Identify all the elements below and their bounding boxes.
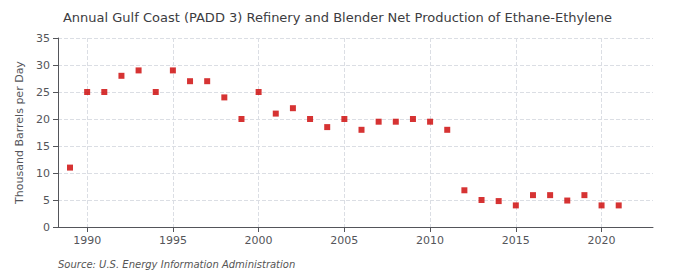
svg-text:15: 15 xyxy=(36,140,50,153)
svg-text:0: 0 xyxy=(43,221,50,234)
svg-text:30: 30 xyxy=(36,59,50,72)
svg-text:35: 35 xyxy=(36,32,50,45)
svg-text:1990: 1990 xyxy=(73,234,101,247)
svg-text:2000: 2000 xyxy=(245,234,273,247)
svg-text:2010: 2010 xyxy=(416,234,444,247)
svg-text:2005: 2005 xyxy=(330,234,358,247)
svg-text:10: 10 xyxy=(36,167,50,180)
svg-text:20: 20 xyxy=(36,113,50,126)
svg-text:25: 25 xyxy=(36,86,50,99)
svg-text:Source: U.S. Energy Informatio: Source: U.S. Energy Information Administ… xyxy=(58,259,295,270)
svg-text:2020: 2020 xyxy=(588,234,616,247)
svg-text:5: 5 xyxy=(43,194,50,207)
svg-text:1995: 1995 xyxy=(159,234,187,247)
svg-text:2015: 2015 xyxy=(502,234,530,247)
svg-text:Thousand Barrels per Day: Thousand Barrels per Day xyxy=(13,61,26,205)
svg-text:Annual Gulf Coast (PADD 3) Ref: Annual Gulf Coast (PADD 3) Refinery and … xyxy=(63,10,612,25)
